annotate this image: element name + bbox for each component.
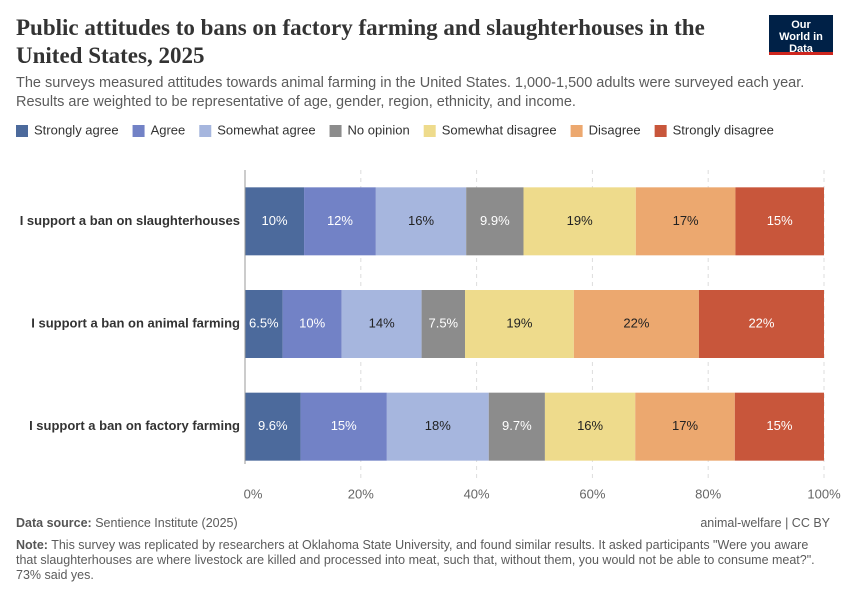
x-tick-label: 100% xyxy=(807,486,841,501)
legend-label: Strongly agree xyxy=(34,122,119,137)
bar-segment xyxy=(573,290,699,358)
data-label: 12% xyxy=(327,213,353,228)
data-label: 17% xyxy=(672,418,698,433)
source-label: Data source: xyxy=(16,516,92,530)
data-label: 10% xyxy=(262,213,288,228)
legend-swatch xyxy=(654,125,667,137)
bar-segment xyxy=(635,392,735,461)
bar-segment xyxy=(245,290,283,358)
bar-segment xyxy=(735,187,824,256)
legend-swatch xyxy=(570,125,583,137)
data-label: 22% xyxy=(748,315,774,330)
data-label: 9.6% xyxy=(258,418,288,433)
data-label: 9.7% xyxy=(502,418,532,433)
data-label: 17% xyxy=(673,213,699,228)
data-label: 19% xyxy=(567,213,593,228)
data-label: 18% xyxy=(425,418,451,433)
bar-segment xyxy=(304,187,376,256)
data-label: 15% xyxy=(331,418,357,433)
data-label: 22% xyxy=(623,315,649,330)
legend-swatch xyxy=(199,125,212,137)
bar-segment xyxy=(421,290,466,358)
bar-segment xyxy=(386,392,489,461)
y-tick-label: I support a ban on animal farming xyxy=(31,315,240,330)
legend-swatch xyxy=(132,125,145,137)
legend-swatch xyxy=(16,125,28,137)
bar-segment xyxy=(300,392,387,461)
legend-label: Somewhat disagree xyxy=(442,122,557,137)
note-text: This survey was replicated by researcher… xyxy=(16,538,815,582)
data-label: 10% xyxy=(299,315,325,330)
x-tick-label: 40% xyxy=(464,486,490,501)
bar-segment xyxy=(698,290,824,358)
bar-segment xyxy=(544,392,636,461)
bar-segment xyxy=(635,187,736,256)
legend-swatch xyxy=(329,125,342,137)
x-tick-label: 20% xyxy=(348,486,374,501)
data-label: 9.9% xyxy=(480,213,510,228)
logo[interactable]: Our World in Data xyxy=(769,15,833,55)
legend-label: Disagree xyxy=(589,122,641,137)
legend-swatch xyxy=(423,125,436,137)
note: Note: This survey was replicated by rese… xyxy=(16,538,816,583)
data-label: 15% xyxy=(767,213,793,228)
y-tick-label: I support a ban on slaughterhouses xyxy=(20,213,240,228)
x-tick-label: 0% xyxy=(244,486,263,501)
bar-segment xyxy=(375,187,467,256)
bar-segment xyxy=(465,290,574,358)
source-text: Sentience Institute (2025) xyxy=(95,516,238,530)
legend-label: Somewhat agree xyxy=(217,122,315,137)
chart-title: Public attitudes to bans on factory farm… xyxy=(16,15,705,68)
legend-label: Strongly disagree xyxy=(673,122,774,137)
note-label: Note: xyxy=(16,538,48,552)
data-label: 19% xyxy=(506,315,532,330)
data-label: 14% xyxy=(369,315,395,330)
bar-segment xyxy=(523,187,636,256)
bar-segment xyxy=(466,187,524,256)
logo-text[interactable]: Our World in Data xyxy=(779,19,823,55)
data-label: 7.5% xyxy=(428,315,458,330)
x-tick-label: 80% xyxy=(695,486,721,501)
bar-segment xyxy=(734,392,824,461)
y-tick-label: I support a ban on factory farming xyxy=(29,418,240,433)
source: Data source: Sentience Institute (2025) xyxy=(16,516,238,530)
legend-label: No opinion xyxy=(348,122,410,137)
bar-segment xyxy=(488,392,545,461)
data-label: 6.5% xyxy=(249,315,279,330)
data-label: 16% xyxy=(408,213,434,228)
data-label: 15% xyxy=(766,418,792,433)
chart-subtitle: The surveys measured attitudes towards a… xyxy=(16,75,805,110)
bar-segment xyxy=(341,290,422,358)
x-tick-label: 60% xyxy=(579,486,605,501)
bar-segment xyxy=(245,187,305,256)
data-label: 16% xyxy=(577,418,603,433)
license: animal-welfare | CC BY xyxy=(700,516,830,530)
legend-label: Agree xyxy=(151,122,186,137)
bar-segment xyxy=(245,392,301,461)
bar-segment xyxy=(282,290,342,358)
